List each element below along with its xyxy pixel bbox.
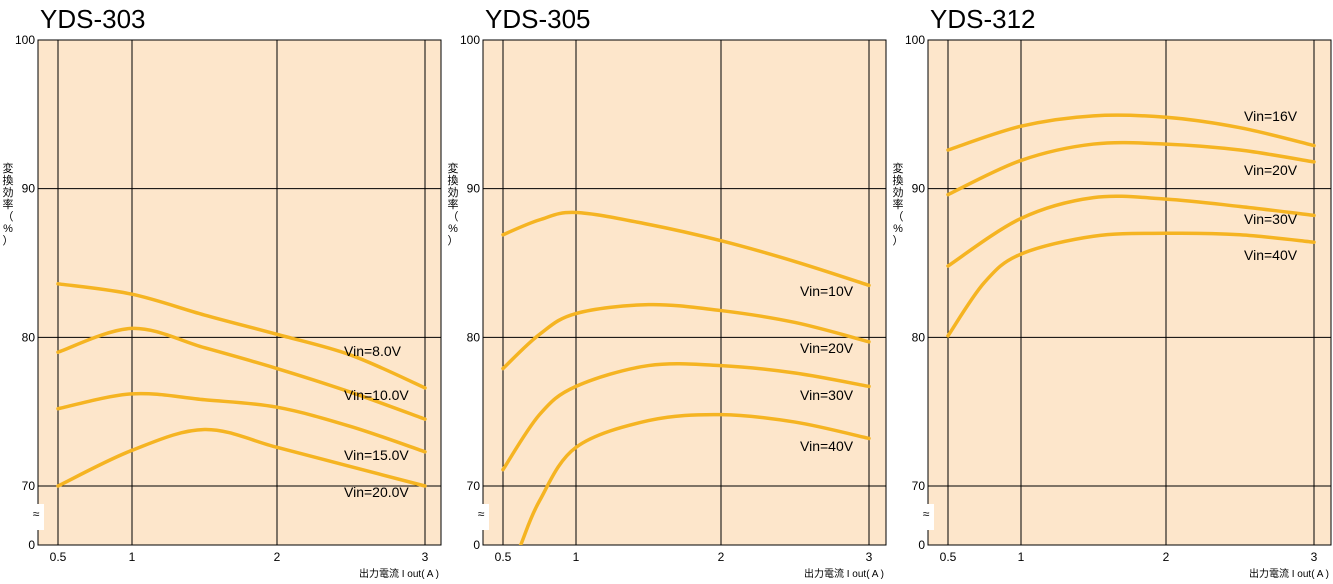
y-axis-label-char: （ <box>893 210 904 223</box>
y-axis-label-char: 率 <box>893 197 904 211</box>
y-axis-label-char: 率 <box>3 197 14 211</box>
x-tick-label: 2 <box>718 550 725 564</box>
y-axis-label-char: % <box>448 223 458 235</box>
plot-area <box>927 39 1332 546</box>
y-tick-label: 90 <box>22 182 36 196</box>
series-label: Vin=20V <box>1244 162 1298 178</box>
y-tick-label: 100 <box>905 33 925 47</box>
y-tick-label: 70 <box>22 479 36 493</box>
series-label: Vin=30V <box>800 387 854 403</box>
chart-panel-0: YDS-303 70 80 90 100 0 ≈0.5 1 2 3 出力電流 I out( A ) 変… <box>3 4 442 580</box>
y-tick-label: 70 <box>912 479 926 493</box>
y-tick-label: 80 <box>912 330 926 344</box>
y-axis-label-char: 変 <box>3 161 14 175</box>
series-line <box>946 194 1316 268</box>
y-axis-label-char: （ <box>3 210 14 223</box>
y-axis-label-char: 変 <box>448 161 459 175</box>
y-tick-label-zero: 0 <box>473 538 480 552</box>
y-tick-label: 70 <box>467 479 481 493</box>
y-tick-label: 90 <box>467 182 481 196</box>
x-axis-label: 出力電流 I out( A ) <box>804 567 884 580</box>
y-axis-label-char: 変 <box>893 161 904 175</box>
series-label: Vin=16V <box>1244 108 1298 124</box>
x-tick-label: 2 <box>1163 550 1170 564</box>
series-line <box>56 282 427 390</box>
y-axis-label-char: 効 <box>448 185 459 199</box>
series-label: Vin=15.0V <box>344 447 409 463</box>
x-tick-label: 2 <box>274 550 281 564</box>
series-label: Vin=30V <box>1244 211 1298 227</box>
chart-panel-2: YDS-312 70 80 90 100 0 ≈0.5 1 2 3 出力電流 I out( A ) 変… <box>893 4 1332 580</box>
x-tick-label: 0.5 <box>50 550 67 564</box>
axis-break-gap <box>920 504 934 530</box>
chart-title: YDS-305 <box>485 4 591 34</box>
y-tick-label-zero: 0 <box>918 538 925 552</box>
series-line <box>501 302 871 371</box>
series-line <box>501 210 871 288</box>
y-axis-label-char: 換 <box>448 174 459 187</box>
chart-title: YDS-312 <box>930 4 1036 34</box>
y-tick-label: 80 <box>22 330 36 344</box>
axis-break-gap <box>30 504 44 530</box>
y-axis-label-char: ） <box>893 234 904 247</box>
y-tick-label-zero: 0 <box>28 538 35 552</box>
series-label: Vin=10.0V <box>344 387 409 403</box>
axis-break-mark: ≈ <box>478 507 485 521</box>
x-tick-label: 0.5 <box>495 550 512 564</box>
y-axis-label-char: % <box>893 223 903 235</box>
series-line <box>946 113 1316 152</box>
x-axis-label: 出力電流 I out( A ) <box>1249 567 1329 580</box>
series-label: Vin=40V <box>1244 247 1298 263</box>
y-axis-label-char: 率 <box>448 197 459 211</box>
y-axis-label-char: （ <box>448 210 459 223</box>
x-tick-label: 3 <box>422 550 429 564</box>
series-line <box>946 231 1316 338</box>
axis-break-mark: ≈ <box>923 507 930 521</box>
chart-title: YDS-303 <box>40 4 146 34</box>
y-tick-label: 90 <box>912 182 926 196</box>
series-label: Vin=20.0V <box>344 484 409 500</box>
x-tick-label: 1 <box>573 550 580 564</box>
y-tick-label: 100 <box>15 33 35 47</box>
y-axis-label-char: 効 <box>893 185 904 199</box>
x-tick-label: 3 <box>866 550 873 564</box>
x-tick-label: 1 <box>129 550 136 564</box>
y-axis-label-char: 効 <box>3 185 14 199</box>
x-tick-label: 1 <box>1018 550 1025 564</box>
y-axis-label-char: 換 <box>893 174 904 187</box>
series-line <box>56 326 427 421</box>
chart-panel-1: YDS-305 70 80 90 100 0 ≈0.5 1 2 3 出力電流 I out( A ) 変… <box>448 4 887 580</box>
series-line <box>56 427 427 488</box>
x-axis-label: 出力電流 I out( A ) <box>359 567 439 580</box>
series-label: Vin=8.0V <box>344 343 402 359</box>
y-axis-label-char: 換 <box>3 174 14 187</box>
plot-area <box>37 39 442 546</box>
y-axis-label-char: ） <box>448 234 459 247</box>
y-tick-label: 80 <box>467 330 481 344</box>
axis-break-mark: ≈ <box>33 507 40 521</box>
series-label: Vin=20V <box>800 340 854 356</box>
series-line <box>518 412 871 545</box>
plot-area <box>482 39 887 546</box>
x-tick-label: 3 <box>1311 550 1318 564</box>
series-label: Vin=10V <box>800 283 854 299</box>
y-tick-label: 100 <box>460 33 480 47</box>
series-line <box>946 140 1316 197</box>
series-label: Vin=40V <box>800 438 854 454</box>
axis-break-gap <box>475 504 489 530</box>
series-line <box>501 361 871 472</box>
x-tick-label: 0.5 <box>940 550 957 564</box>
y-axis-label-char: % <box>3 223 13 235</box>
y-axis-label-char: ） <box>3 234 14 247</box>
series-line <box>56 391 427 454</box>
